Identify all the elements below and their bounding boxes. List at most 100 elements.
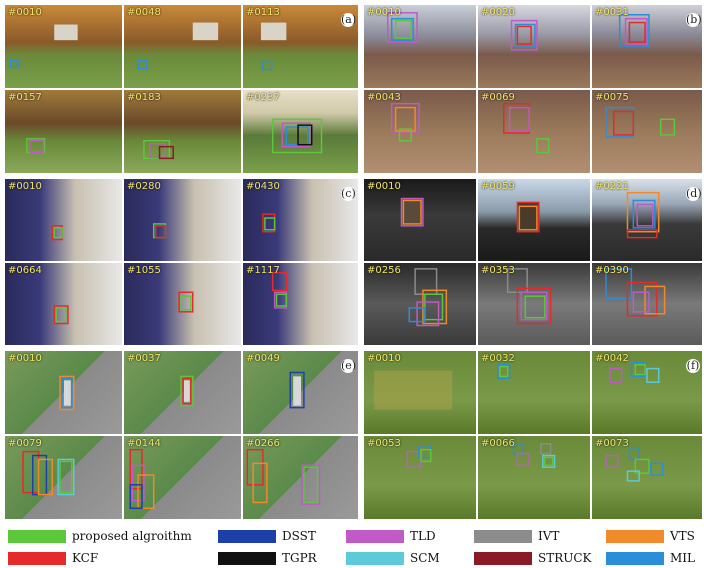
- panel-a: #0010 #0048 #0113 (a) #0157 #0183 #0237: [4, 4, 359, 174]
- frame-tile: #0066: [477, 435, 591, 520]
- panel-letter: (b): [686, 13, 702, 27]
- frame-number: #0031: [595, 7, 629, 18]
- legend-swatch: [218, 552, 276, 565]
- frame-tile: #0113 (a): [242, 4, 359, 89]
- frame-tile: #0010: [4, 178, 123, 262]
- frame-number: #0079: [8, 438, 42, 449]
- legend-label: IVT: [538, 529, 560, 543]
- frame-tile: #0020: [477, 4, 591, 89]
- legend-label: SCM: [410, 551, 440, 565]
- frame-tile: #0049 (e): [242, 350, 359, 435]
- frame-number: #0010: [367, 353, 401, 364]
- frame-number: #0069: [481, 92, 515, 103]
- legend-label: VTS: [670, 529, 695, 543]
- frame-tile: #0280: [123, 178, 242, 262]
- frame-tile: #0010: [363, 350, 477, 435]
- frame-number: #0353: [481, 265, 515, 276]
- frame-tile: #0059: [477, 178, 591, 262]
- legend-label: KCF: [72, 551, 99, 565]
- frame-tile: #0032: [477, 350, 591, 435]
- panel-e: #0010 #0037 #0049 (e) #0079 #0144 #0266: [4, 350, 359, 520]
- frame-tile: #0037: [123, 350, 242, 435]
- frame-number: #0010: [8, 353, 42, 364]
- legend-label: STRUCK: [538, 551, 592, 565]
- frame-number: #0664: [8, 265, 42, 276]
- frame-tile: #0183: [123, 89, 242, 174]
- frame-tile: #1055: [123, 262, 242, 346]
- frame-number: #0049: [246, 353, 280, 364]
- frame-number: #0237: [246, 92, 280, 103]
- frame-number: #0144: [127, 438, 161, 449]
- legend-label: TLD: [410, 529, 436, 543]
- frame-number: #0073: [595, 438, 629, 449]
- frame-number: #0010: [367, 7, 401, 18]
- frame-number: #0390: [595, 265, 629, 276]
- legend-swatch: [346, 530, 404, 543]
- frame-tile: #0075: [591, 89, 703, 174]
- frame-tile: #0010: [363, 178, 477, 262]
- legend-label: DSST: [282, 529, 316, 543]
- legend-label: MIL: [670, 551, 695, 565]
- frame-number: #0075: [595, 92, 629, 103]
- frame-tile: #0069: [477, 89, 591, 174]
- frame-number: #0037: [127, 353, 161, 364]
- frame-tile: #0048: [123, 4, 242, 89]
- frame-number: #0221: [595, 181, 629, 192]
- frame-tile: #0144: [123, 435, 242, 520]
- frame-tile: #0390: [591, 262, 703, 346]
- frame-tile: #0010: [4, 350, 123, 435]
- frame-tile: #0079: [4, 435, 123, 520]
- frame-tile: #0010: [4, 4, 123, 89]
- frame-tile: #0042 (f): [591, 350, 703, 435]
- frame-number: #1117: [246, 265, 280, 276]
- legend-swatch: [606, 552, 664, 565]
- frame-number: #0266: [246, 438, 280, 449]
- panel-letter: (e): [341, 359, 357, 373]
- frame-tile: #0157: [4, 89, 123, 174]
- frame-number: #0048: [127, 7, 161, 18]
- frame-tile: #0073: [591, 435, 703, 520]
- frame-number: #0053: [367, 438, 401, 449]
- frame-number: #0010: [8, 7, 42, 18]
- frame-tile: #1117: [242, 262, 359, 346]
- frame-tile: #0237: [242, 89, 359, 174]
- frame-number: #0113: [246, 7, 280, 18]
- legend-swatch: [474, 552, 532, 565]
- frame-number: #0157: [8, 92, 42, 103]
- legend-label: proposed algroithm: [72, 529, 192, 543]
- legend-label: TGPR: [282, 551, 317, 565]
- frame-tile: #0010: [363, 4, 477, 89]
- legend-swatch: [474, 530, 532, 543]
- legend: proposed algroithm DSST TLD IVT VTS KCF …: [0, 522, 707, 568]
- legend-swatch: [8, 530, 66, 543]
- frame-tile: #0043: [363, 89, 477, 174]
- frame-tile: #0053: [363, 435, 477, 520]
- frame-number: #0010: [367, 181, 401, 192]
- frame-number: #0032: [481, 353, 515, 364]
- frame-tile: #0664: [4, 262, 123, 346]
- frame-tile: #0353: [477, 262, 591, 346]
- panel-c: #0010 #0280 #0430 (c) #0664 #1055 #1117: [4, 178, 359, 346]
- frame-number: #0256: [367, 265, 401, 276]
- panel-b: #0010 #0020 #0031 (b) #0043 #0069 #0075: [363, 4, 703, 174]
- frame-tile: #0256: [363, 262, 477, 346]
- legend-swatch: [8, 552, 66, 565]
- frame-number: #0043: [367, 92, 401, 103]
- frame-tile: #0031 (b): [591, 4, 703, 89]
- frame-tile: #0266: [242, 435, 359, 520]
- frame-number: #0066: [481, 438, 515, 449]
- panel-letter: (f): [686, 359, 700, 373]
- panel-d: #0010 #0059 #0221 (d) #0256 #0353 #0390: [363, 178, 703, 346]
- legend-swatch: [346, 552, 404, 565]
- panel-letter: (a): [341, 13, 357, 27]
- frame-tile: #0430 (c): [242, 178, 359, 262]
- frame-number: #0020: [481, 7, 515, 18]
- frame-number: #0042: [595, 353, 629, 364]
- panel-letter: (d): [686, 187, 702, 201]
- frame-number: #0280: [127, 181, 161, 192]
- frame-number: #0059: [481, 181, 515, 192]
- frame-number: #0430: [246, 181, 280, 192]
- frame-number: #0010: [8, 181, 42, 192]
- legend-swatch: [606, 530, 664, 543]
- frame-number: #0183: [127, 92, 161, 103]
